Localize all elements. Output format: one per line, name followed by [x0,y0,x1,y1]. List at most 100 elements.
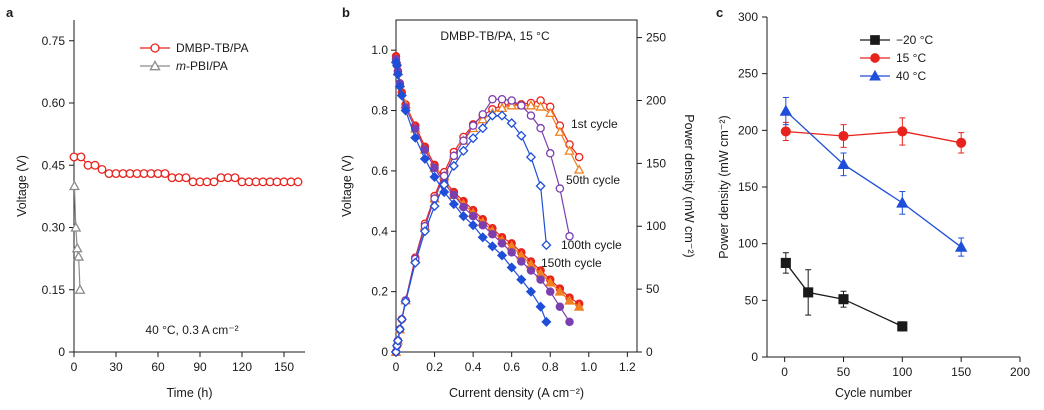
panel-a-y-tick-label: 0.45 [42,158,66,172]
panel-c-y-tick-label: 0 [751,350,758,364]
panel-b-series-2-power-point [526,111,536,120]
panel-b-series-1-power-point [535,101,546,111]
panel-b-series-2-power-point [488,94,497,104]
panel-c-x-tick-label: 100 [892,365,912,379]
panel-c-series-1-point [838,130,849,142]
panel-a-legend-marker-1 [149,60,161,71]
panel-c-x-tick-label: 150 [951,365,971,379]
panel-b-series-3-power-point [410,257,421,268]
panel-b-series-3-polarization-point [410,132,421,143]
panel-a-legend-label: m-PBI/PA [176,59,228,73]
panel-b-series-3-power-point [429,201,440,212]
panel-b-series-2-polarization-point [497,239,507,248]
panel-b-series-1-polarization-point [573,301,585,311]
panel-a-series-1-line [73,185,81,290]
panel-b-series-3-power-point [487,110,498,121]
panel-b-series-3-polarization-point [400,105,411,116]
panel-b-series-2-polarization-point [430,163,439,173]
panel-b-series-2-power-point [555,184,565,193]
panel-b-cycle-label: 150th cycle [541,256,602,270]
panel-a-series-1-point [70,221,82,232]
panel-a-series-0-point [76,152,86,162]
panel-b-series-2-polarization-point [478,220,488,230]
panel-b-y-tick-label: 0.2 [371,285,388,299]
panel-b-series-1-polarization-point [554,286,566,296]
panel-b-x-tick-label: 0.2 [426,360,443,374]
panel-b-series-2-polarization-point [488,230,497,239]
panel-b-series-2-power-point [507,96,516,105]
panel-c-series-0-point [803,287,814,298]
panel-a-series-0-point [230,173,240,183]
panel-c-legend-label: 40 °C [896,69,926,83]
panel-c-legend-label: 15 °C [896,51,926,65]
panel-b-series-3-polarization-point [394,81,405,92]
panel-c-legend-marker-1 [870,53,880,63]
panel-a-y-tick-label: 0.60 [42,96,66,110]
panel-c-x-tick-label: 0 [781,365,788,379]
panel-b-series-3-polarization-point [396,90,407,101]
panel-c-legend-marker-2 [869,69,881,81]
panel-b-x-tick-label: 0.8 [542,360,559,374]
panel-b-series-3-polarization-point [541,316,552,327]
panel-b-series-3-polarization-point [392,69,403,80]
panel-c-series-1-point [897,126,908,137]
panel-c-series-2-line [785,110,962,248]
panel-b-series-3-power-point [525,152,537,163]
panel-a-x-tick-label: 30 [109,360,123,374]
panel-c-series-0-point [897,321,908,332]
panel-b-series-3-power-point [419,226,430,237]
panel-a-x-tick-label: 0 [71,360,78,374]
panel-b-series-1-power-point [477,113,489,124]
panel-a-y-tick-label: 0.30 [42,221,66,235]
panel-b-cycle-label: 100th cycle [561,238,622,252]
panel-a-series-1-point [68,180,80,191]
panel-b-y-tick-label: 0.4 [371,224,388,238]
panel-b-y2-axis-label: Power density (mW cm⁻²) [682,114,696,257]
panel-b-series-3-polarization-point [487,241,498,252]
panel-b-title: DMBP-TB/PA, 15 °C [440,29,550,43]
panel-b-y2-tick-label: 100 [646,219,666,233]
panel-b-series-1-polarization-line [395,59,580,308]
panel-c-y-tick-label: 150 [738,180,758,194]
panel-c-series-2-point [954,240,968,252]
panel-c-letter: c [716,5,723,20]
panel-c-series-1-point [780,126,791,137]
panel-b-x-tick-label: 0.4 [465,360,482,374]
panel-b-series-3-power-point [506,118,517,129]
panel-b-series-3-power-line [395,114,547,353]
panel-c-x-tick-label: 200 [1010,365,1030,379]
panel-c-series-2-point [837,157,850,170]
panel-b-series-2-polarization-point [449,190,459,200]
panel-c-x-axis-label: Cycle number [835,386,912,400]
panel-b-series-2-polarization-point [507,248,516,257]
panel-b-series-2-power-point [565,232,574,241]
panel-b-series-1-power-point [573,164,585,174]
panel-b-series-3-polarization-point [468,220,479,231]
panel-a-x-tick-label: 150 [274,360,294,374]
panel-b-series-3-polarization-point [419,153,430,164]
panel-b-y2-tick-label: 250 [646,31,666,45]
panel-b-y2-tick-label: 200 [646,93,666,107]
panel-c-series-2-point [779,104,792,116]
panel-a-series-0-point [160,169,170,178]
panel-b-letter: b [342,5,350,20]
panel-b-series-2-polarization-point [565,317,574,327]
panel-a-y-axis-label: Voltage (V) [15,155,29,217]
panel-b-cycle-label: 50th cycle [566,173,620,187]
panel-b-series-3-polarization-point [535,301,546,312]
panel-b-cycle-label: 1st cycle [571,117,618,131]
panel-a-series-0-point [90,160,100,170]
panel-c-legend-label: −20 °C [896,33,933,47]
panel-b-series-3-polarization-point [525,286,537,297]
panel-b-y2-tick-label: 0 [646,345,653,359]
panel-c-y-axis-label: Power density (mW cm⁻²) [717,115,731,258]
panel-b-series-3-polarization-point [477,232,488,243]
panel-b-series-2-power-point [536,123,545,133]
panel-b-series-3-polarization-point [448,199,459,210]
panel-a-series-0-point [181,173,191,183]
panel-b-series-2-power-point [449,151,459,161]
panel-b-series-2-power-point [439,171,449,181]
panel-b-series-2-power-point [478,110,488,119]
panel-b-y2-tick-label: 150 [646,156,666,170]
